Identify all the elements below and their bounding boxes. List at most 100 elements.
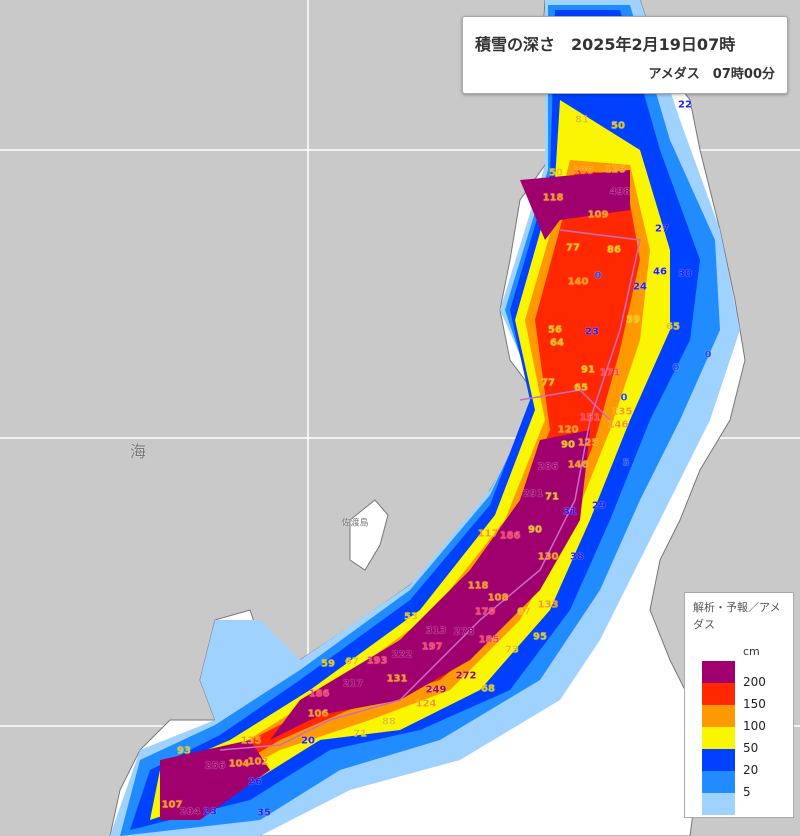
station-snow-depth[interactable]: 53 (404, 611, 418, 623)
station-snow-depth[interactable]: 88 (382, 716, 396, 728)
station-snow-depth[interactable]: 108 (487, 592, 509, 604)
station-snow-depth[interactable]: 186 (308, 688, 330, 700)
station-snow-depth[interactable]: 86 (607, 244, 621, 256)
station-snow-depth[interactable]: 64 (550, 337, 564, 349)
station-snow-depth[interactable]: 118 (467, 580, 489, 592)
station-snow-depth[interactable]: 73 (505, 644, 519, 656)
station-snow-depth[interactable]: 67 (345, 656, 359, 668)
station-snow-depth[interactable]: 95 (533, 631, 547, 643)
station-snow-depth[interactable]: 50 (611, 120, 625, 132)
station-snow-depth[interactable]: 124 (415, 698, 437, 710)
station-snow-depth[interactable]: 146 (567, 459, 589, 471)
station-snow-depth[interactable]: 120 (557, 424, 579, 436)
map-title: 積雪の深さ 2025年2月19日07時 (475, 35, 736, 54)
station-snow-depth[interactable]: 67 (517, 606, 531, 618)
station-snow-depth[interactable]: 498 (609, 186, 631, 198)
station-snow-depth[interactable]: 193 (366, 655, 388, 667)
station-snow-depth[interactable]: 313 (425, 625, 447, 637)
station-snow-depth[interactable]: 131 (386, 673, 408, 685)
station-snow-depth[interactable]: 65 (666, 321, 680, 333)
legend-swatch (702, 683, 735, 705)
station-snow-depth[interactable]: 100 (572, 165, 594, 177)
station-snow-depth[interactable]: 35 (257, 807, 271, 819)
sado-island (349, 499, 389, 571)
station-snow-depth[interactable]: 71 (353, 728, 367, 740)
station-snow-depth[interactable]: 77 (566, 242, 580, 254)
station-snow-depth[interactable]: 272 (455, 670, 477, 682)
station-snow-depth[interactable]: 30 (678, 268, 692, 280)
station-snow-depth[interactable]: 125 (577, 437, 599, 449)
legend-label: 100 (743, 719, 766, 733)
station-snow-depth[interactable]: 107 (161, 799, 183, 811)
station-snow-depth[interactable]: 90 (561, 439, 575, 451)
station-snow-depth[interactable]: 117 (477, 528, 499, 540)
station-snow-depth[interactable]: 197 (421, 641, 443, 653)
station-snow-depth[interactable]: 130 (537, 551, 559, 563)
station-snow-depth[interactable]: 68 (481, 683, 495, 695)
station-snow-depth[interactable]: 29 (592, 500, 606, 512)
station-snow-depth[interactable]: 31 (563, 506, 577, 518)
station-snow-depth[interactable]: 0 (594, 270, 602, 282)
station-snow-depth[interactable]: 171 (599, 367, 621, 379)
station-snow-depth[interactable]: 118 (542, 192, 564, 204)
legend-unit: cm (743, 645, 760, 658)
title-panel: 積雪の深さ 2025年2月19日07時 アメダス 07時00分 (462, 16, 788, 94)
station-snow-depth[interactable]: 133 (537, 599, 559, 611)
station-snow-depth[interactable]: 186 (499, 530, 521, 542)
station-snow-depth[interactable]: 106 (307, 708, 329, 720)
station-snow-depth[interactable]: 286 (537, 461, 559, 473)
station-snow-depth[interactable]: 81 (575, 114, 589, 126)
station-snow-depth[interactable]: 77 (541, 377, 555, 389)
legend-panel: 解析・予報／アメダス cm 200 150 100 50 20 5 (684, 592, 794, 818)
station-snow-depth[interactable]: 5 (622, 457, 630, 469)
legend-swatch (702, 705, 735, 727)
station-snow-depth[interactable]: 256 (204, 760, 226, 772)
station-snow-depth[interactable]: 140 (567, 276, 589, 288)
station-snow-depth[interactable]: 146 (607, 419, 629, 431)
station-snow-depth[interactable]: 104 (228, 758, 250, 770)
station-snow-depth[interactable]: 27 (655, 223, 669, 235)
prefecture-boundaries (219, 229, 641, 751)
station-snow-depth[interactable]: 222 (391, 649, 413, 661)
station-snow-depth[interactable]: 50 (549, 167, 563, 179)
station-snow-depth[interactable]: 217 (342, 678, 364, 690)
station-snow-depth[interactable]: 65 (574, 382, 588, 394)
station-snow-depth[interactable]: 59 (626, 314, 640, 326)
station-snow-depth[interactable]: 278 (453, 626, 475, 638)
station-snow-depth[interactable]: 126 (604, 164, 626, 176)
station-snow-depth[interactable]: 204 (179, 806, 201, 818)
station-snow-depth[interactable]: 20 (301, 735, 315, 747)
station-snow-depth[interactable]: 291 (522, 488, 544, 500)
station-snow-depth[interactable]: 22 (678, 99, 692, 111)
station-snow-depth[interactable]: 0 (672, 362, 680, 374)
station-snow-depth[interactable]: 109 (587, 209, 609, 221)
station-snow-depth[interactable]: 90 (528, 524, 542, 536)
station-snow-depth[interactable]: 26 (248, 776, 262, 788)
station-snow-depth[interactable]: 0 (620, 392, 628, 404)
station-snow-depth[interactable]: 46 (653, 266, 667, 278)
station-snow-depth[interactable]: 93 (177, 745, 191, 757)
station-snow-depth[interactable]: 135 (611, 406, 633, 418)
snow-layers (110, 0, 740, 836)
station-snow-depth[interactable]: 249 (425, 684, 447, 696)
station-snow-depth[interactable]: 102 (247, 756, 269, 768)
station-snow-depth[interactable]: 135 (240, 735, 262, 747)
station-snow-depth[interactable]: 185 (478, 634, 500, 646)
station-snow-depth[interactable]: 23 (203, 806, 217, 818)
station-snow-depth[interactable]: 0 (704, 349, 712, 361)
observation-time: アメダス 07時00分 (648, 67, 775, 82)
place-label: 海 (129, 442, 147, 461)
station-snow-depth[interactable]: 38 (570, 551, 584, 563)
legend-title: 解析・予報／アメダス (693, 601, 781, 631)
station-snow-depth[interactable]: 179 (474, 606, 496, 618)
station-snow-depth[interactable]: 59 (321, 658, 335, 670)
legend-label: 150 (743, 697, 766, 711)
place-label: 佐渡島 (341, 518, 369, 529)
station-snow-depth[interactable]: 23 (585, 326, 599, 338)
station-snow-depth[interactable]: 56 (548, 324, 562, 336)
station-snow-depth[interactable]: 91 (581, 364, 595, 376)
station-snow-depth[interactable]: 71 (545, 491, 559, 503)
station-snow-depth[interactable]: 24 (633, 281, 647, 293)
station-snow-depth[interactable]: 151 (579, 412, 601, 424)
